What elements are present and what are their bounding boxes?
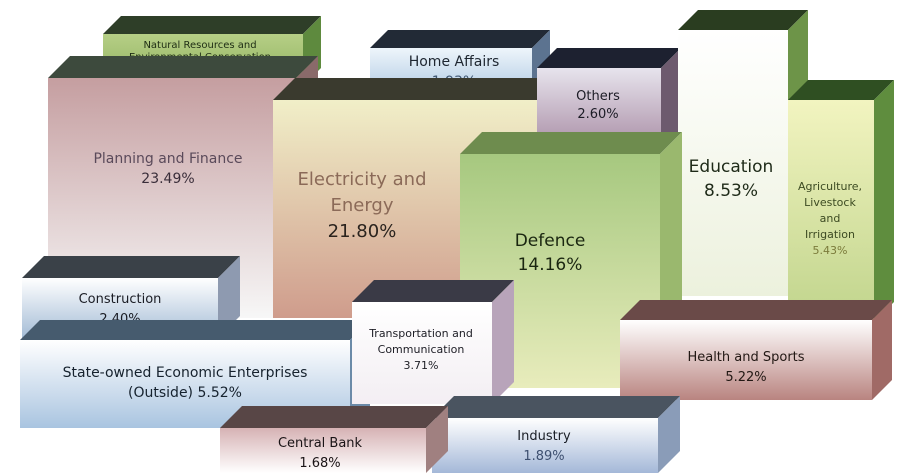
block-top-electricity (273, 78, 577, 100)
block-soe: State-owned Economic Enterprises (Outside… (20, 320, 370, 428)
block-top-soe (20, 320, 370, 340)
value-label-education: 8.53% (704, 181, 758, 201)
label-line: Agriculture, (798, 180, 862, 193)
block-label-others: Others 2.60% (576, 89, 620, 122)
label-line: Home Affairs (409, 54, 500, 70)
block-front-transport (352, 302, 492, 404)
block-side-transport (492, 280, 514, 404)
block-label-industry: Industry 1.89% (517, 429, 571, 464)
block-top-defence (460, 132, 682, 154)
label-line: Industry (517, 429, 571, 444)
block-top-others (537, 48, 681, 68)
block-side-health (872, 300, 892, 400)
block-label-planning: Planning and Finance 23.49% (93, 151, 242, 187)
block-label-defence: Defence 14.16% (515, 231, 586, 275)
label-line: Defence (515, 231, 586, 251)
value-label-defence: 14.16% (518, 255, 583, 275)
label-line: Education (689, 157, 774, 177)
label-line: Construction (79, 292, 162, 307)
block-health: Health and Sports 5.22% (620, 300, 892, 400)
value-label-electricity: 21.80% (328, 221, 397, 242)
block-label-agriculture: Agriculture, Livestock and Irrigation 5.43% (798, 180, 862, 257)
block-front-industry (432, 418, 658, 473)
label-line: State-owned Economic Enterprises (63, 365, 308, 381)
block-front-education (678, 30, 788, 296)
value-label-agriculture: 5.43% (813, 244, 848, 257)
block-top-education (678, 10, 808, 30)
value-label-industry: 1.89% (523, 449, 564, 464)
block-label-electricity: Electricity and Energy 21.80% (298, 169, 427, 242)
label-line: Natural Resources and (143, 40, 256, 51)
block-label-soe: State-owned Economic Enterprises (Outside… (63, 365, 308, 401)
value-label-transport: 3.71% (404, 359, 439, 372)
block-top-homeaffairs (370, 30, 550, 48)
label-line: Electricity and (298, 169, 427, 190)
block-top-agriculture (788, 80, 894, 100)
value-label-others: 2.60% (577, 107, 618, 122)
label-line: Transportation and (368, 327, 473, 340)
label-line: Central Bank (278, 436, 363, 451)
block-side-centralbank (426, 406, 448, 473)
block-side-others (661, 48, 681, 150)
block-transport: Transportation and Communication 3.71% (352, 280, 514, 404)
block-top-health (620, 300, 892, 320)
block-front-agriculture (788, 100, 874, 322)
block-side-industry (658, 396, 680, 473)
block-top-planning (48, 56, 318, 78)
block-agriculture: Agriculture, Livestock and Irrigation 5.43% (788, 80, 894, 322)
block-label-education: Education 8.53% (689, 157, 774, 201)
block-front-centralbank (220, 428, 426, 473)
block-front-health (620, 320, 872, 400)
block-top-construction (22, 256, 240, 278)
value-label-health: 5.22% (725, 370, 766, 385)
block-side-agriculture (874, 80, 894, 322)
block-industry: Industry 1.89% (432, 396, 680, 473)
block-label-transport: Transportation and Communication 3.71% (368, 327, 473, 372)
block-top-centralbank (220, 406, 448, 428)
block-label-health: Health and Sports 5.22% (687, 350, 804, 385)
block-side-construction (218, 256, 240, 338)
value-label-centralbank: 1.68% (299, 456, 340, 471)
value-label-soe: (Outside) 5.52% (128, 385, 242, 401)
label-line: Health and Sports (687, 350, 804, 365)
label-line: Planning and Finance (93, 151, 242, 167)
label-line: and (820, 212, 841, 225)
label-line: Others (576, 89, 620, 104)
block-top-industry (432, 396, 680, 418)
label-line: Livestock (804, 196, 856, 209)
block-top-transport (352, 280, 514, 302)
block-top-natural (103, 16, 321, 34)
block-centralbank: Central Bank 1.68% (220, 406, 448, 473)
label-line: Energy (330, 195, 393, 216)
label-line: Communication (378, 343, 465, 356)
label-line: Irrigation (805, 228, 855, 241)
value-label-planning: 23.49% (141, 171, 194, 187)
block-label-centralbank: Central Bank 1.68% (278, 436, 363, 471)
